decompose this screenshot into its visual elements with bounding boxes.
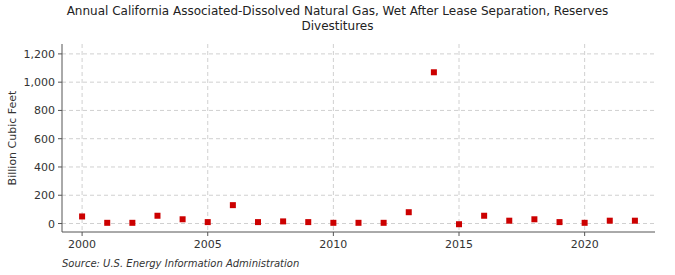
x-tick-label: 2005 [194, 238, 222, 251]
y-tick [58, 223, 62, 224]
y-axis-line [62, 44, 63, 232]
y-tick-label: 1,200 [24, 48, 56, 61]
point [456, 221, 462, 227]
y-tick [58, 195, 62, 196]
axes: 0 200 400 600 800 1,000 1,200 2000 2005 2010 2015 2… [24, 44, 656, 251]
point [356, 220, 362, 226]
point [607, 218, 613, 224]
x-grid-line [459, 44, 460, 232]
y-tick-label: 0 [48, 218, 55, 231]
point [230, 202, 236, 208]
x-axis-line [62, 232, 655, 233]
x-tick-label: 2020 [571, 238, 599, 251]
y-grid-line [62, 166, 655, 167]
point [280, 218, 286, 224]
point [255, 219, 261, 225]
x-tick-label: 2015 [445, 238, 473, 251]
point [506, 218, 512, 224]
y-tick-label: 800 [34, 104, 55, 117]
y-tick [58, 138, 62, 139]
y-grid-line [62, 110, 655, 111]
x-grid-line [584, 44, 585, 232]
y-tick [58, 53, 62, 54]
point [431, 69, 437, 75]
x-tick-label: 2000 [68, 238, 96, 251]
points [79, 69, 638, 227]
x-grid-line [82, 44, 83, 232]
x-tick [459, 232, 460, 236]
point [632, 218, 638, 224]
y-tick [58, 166, 62, 167]
point [129, 220, 135, 226]
y-tick-label: 1,000 [24, 76, 56, 89]
y-grid-line [62, 53, 655, 54]
chart: Annual California Associated-Dissolved N… [0, 0, 675, 275]
point [305, 219, 311, 225]
point [330, 220, 336, 226]
point [406, 209, 412, 215]
chart-container: Annual California Associated-Dissolved N… [0, 0, 675, 275]
point [154, 213, 160, 219]
point [481, 213, 487, 219]
x-tick [333, 232, 334, 236]
grid [62, 44, 655, 232]
point [582, 220, 588, 226]
background [0, 0, 675, 275]
point [79, 213, 85, 219]
point [531, 216, 537, 222]
title: Annual California Associated-Dissolved N… [67, 4, 609, 33]
y-tick-label: 600 [34, 133, 55, 146]
point [104, 220, 110, 226]
point [205, 219, 211, 225]
x-tick [584, 232, 585, 236]
point [557, 219, 563, 225]
y-grid-line [62, 138, 655, 139]
point [381, 220, 387, 226]
x-tick [207, 232, 208, 236]
y-tick-label: 200 [34, 189, 55, 202]
y-axis-label: Billion Cubic Feet [6, 90, 19, 185]
point [180, 216, 186, 222]
y-tick [58, 110, 62, 111]
x-grid-line [207, 44, 208, 232]
y-tick-label: 400 [34, 161, 55, 174]
x-tick [82, 232, 83, 236]
y-grid-line [62, 195, 655, 196]
y-tick [58, 82, 62, 83]
source-note: Source: U.S. Energy Information Administ… [62, 258, 299, 269]
x-tick-label: 2010 [319, 238, 347, 251]
y-grid-line [62, 82, 655, 83]
x-grid-line [333, 44, 334, 232]
